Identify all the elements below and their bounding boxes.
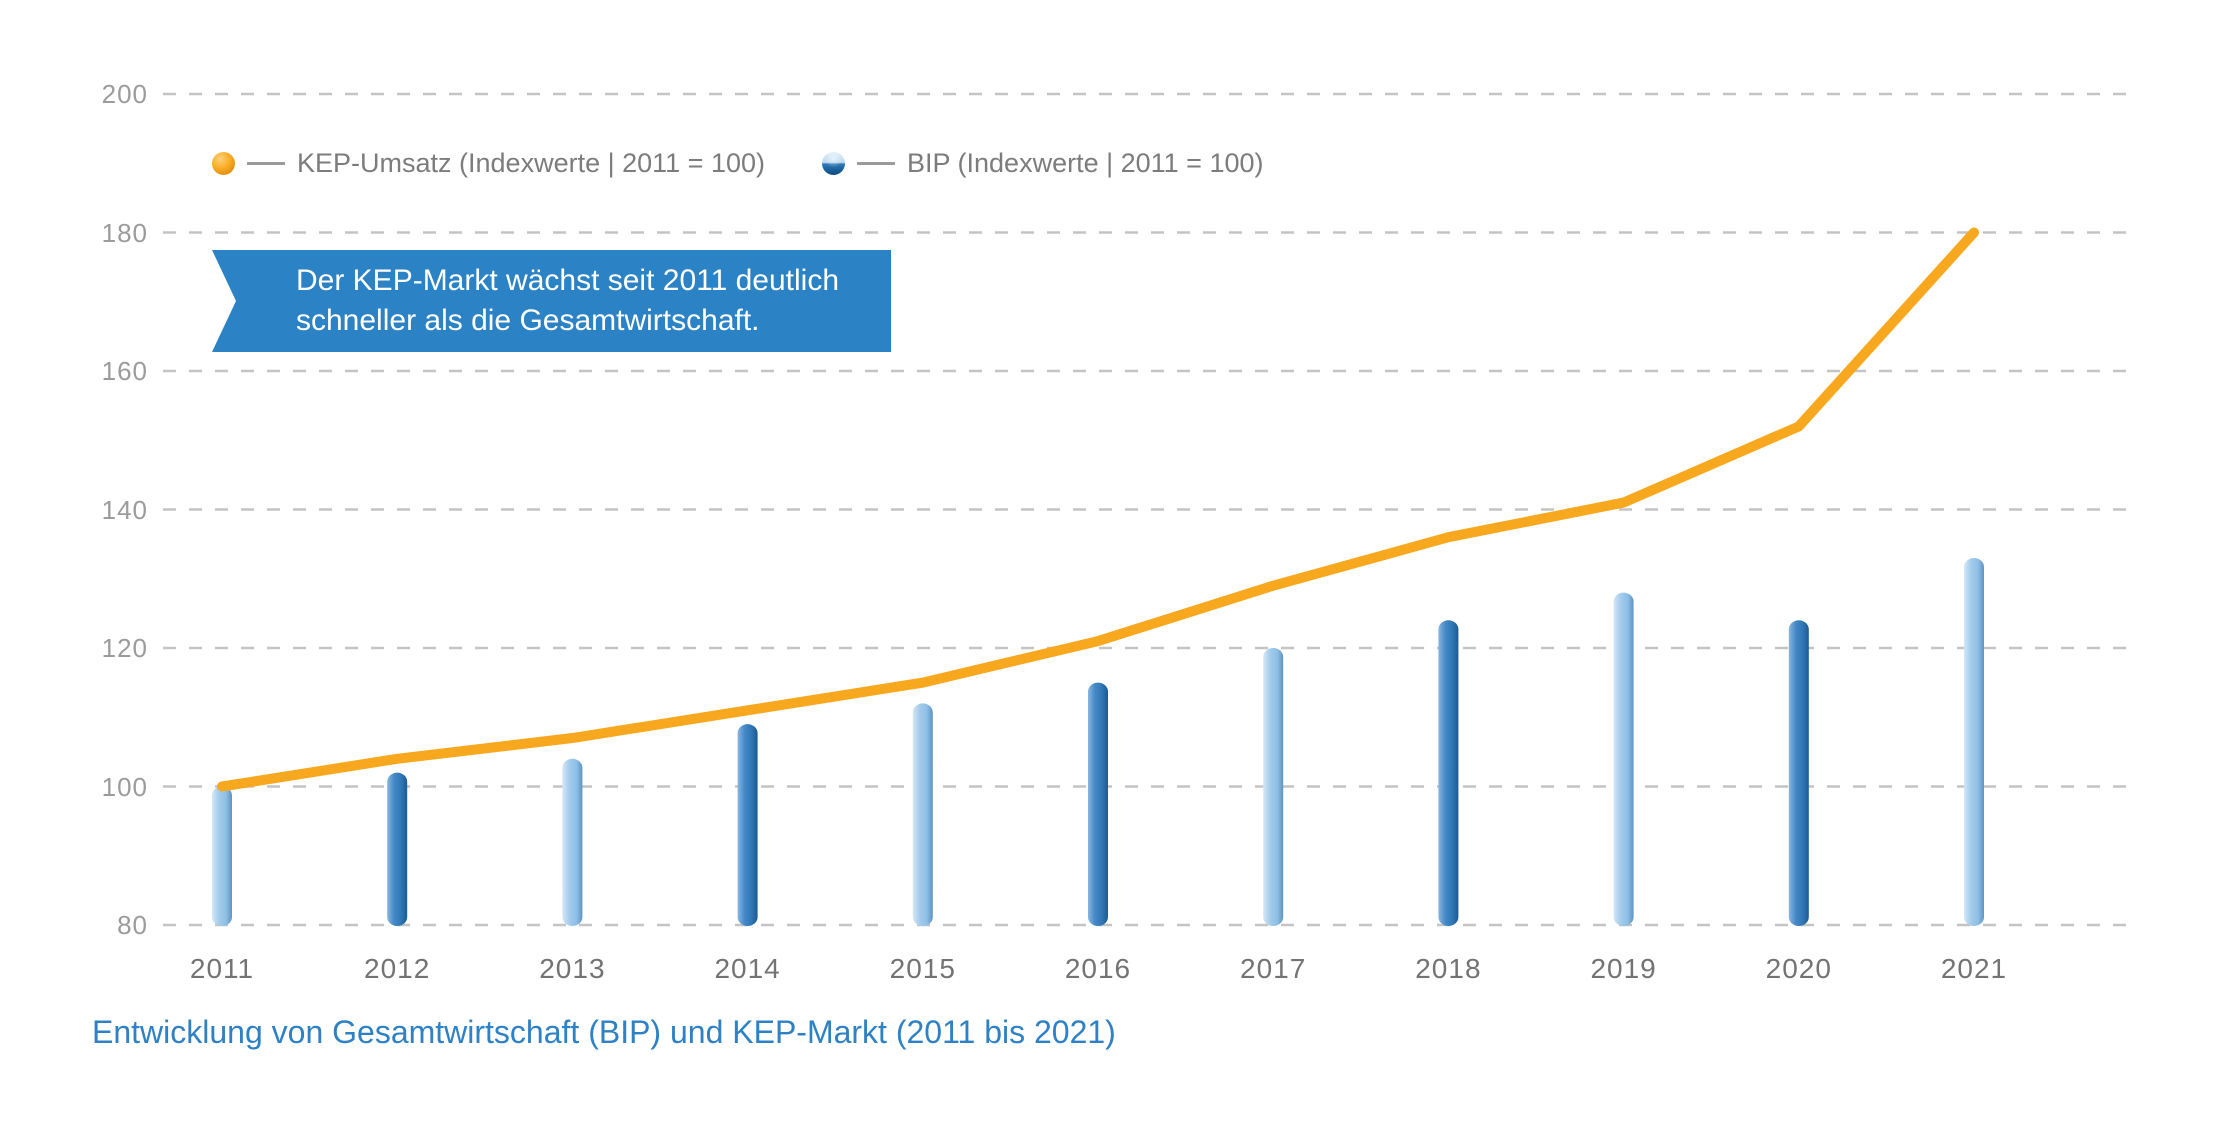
bip-bar-2018 xyxy=(1438,620,1459,926)
y-tick-label-180: 180 xyxy=(101,217,148,248)
x-tick-label-2016: 2016 xyxy=(1064,953,1132,984)
bip-bar-2014 xyxy=(737,724,758,926)
bip-legend-dash-icon xyxy=(857,161,895,165)
bip-bar-2011 xyxy=(212,786,232,926)
bip-bar-2019 xyxy=(1613,592,1634,926)
kep-legend-dash-icon xyxy=(247,161,285,165)
x-tick-label-2012: 2012 xyxy=(364,953,431,984)
kep-legend-label: KEP-Umsatz (Indexwerte | 2011 = 100) xyxy=(297,147,765,178)
x-tick-label-2021: 2021 xyxy=(1940,953,2008,984)
kep-umsatz-line xyxy=(217,227,1979,792)
bip-bar-2016 xyxy=(1088,682,1108,926)
x-tick-label-2017: 2017 xyxy=(1240,953,1307,984)
x-tick-label-2011: 2011 xyxy=(189,953,255,984)
x-tick-label-2019: 2019 xyxy=(1590,953,1657,984)
callout-text-line-1: Der KEP-Markt wächst seit 2011 deutlich xyxy=(296,264,840,297)
callout-banner: Der KEP-Markt wächst seit 2011 deutlich … xyxy=(212,250,891,352)
bip-bar-2020 xyxy=(1788,620,1809,926)
bip-series-marker-icon xyxy=(822,151,845,175)
bip-bar-2017 xyxy=(1263,648,1284,926)
x-tick-label-2020: 2020 xyxy=(1765,953,1832,984)
x-tick-label-2013: 2013 xyxy=(539,953,606,984)
y-tick-label-80: 80 xyxy=(117,910,148,940)
y-tick-label-160: 160 xyxy=(101,356,148,386)
chart-caption: Entwicklung von Gesamtwirtschaft (BIP) u… xyxy=(92,1014,1116,1050)
legend-item-bip: BIP (Indexwerte | 2011 = 100) xyxy=(822,146,1263,180)
x-tick-label-2014: 2014 xyxy=(714,953,781,984)
legend-item-kep: KEP-Umsatz (Indexwerte | 2011 = 100) xyxy=(212,146,765,180)
bip-bar-2012 xyxy=(387,772,408,926)
bip-bar-2021 xyxy=(1964,557,1984,926)
y-tick-label-200: 200 xyxy=(101,79,148,109)
y-tick-label-100: 100 xyxy=(101,771,148,802)
bip-bar-2015 xyxy=(912,703,933,926)
x-tick-label-2018: 2018 xyxy=(1415,953,1482,984)
kep-series-marker-icon xyxy=(212,151,235,175)
callout-text-line-2: schneller als die Gesamtwirtschaft. xyxy=(296,304,760,337)
x-tick-label-2015: 2015 xyxy=(889,953,956,984)
y-tick-label-140: 140 xyxy=(101,494,148,525)
bip-legend-label: BIP (Indexwerte | 2011 = 100) xyxy=(907,147,1264,178)
bip-bar-2013 xyxy=(562,758,583,926)
y-tick-label-120: 120 xyxy=(101,633,148,663)
